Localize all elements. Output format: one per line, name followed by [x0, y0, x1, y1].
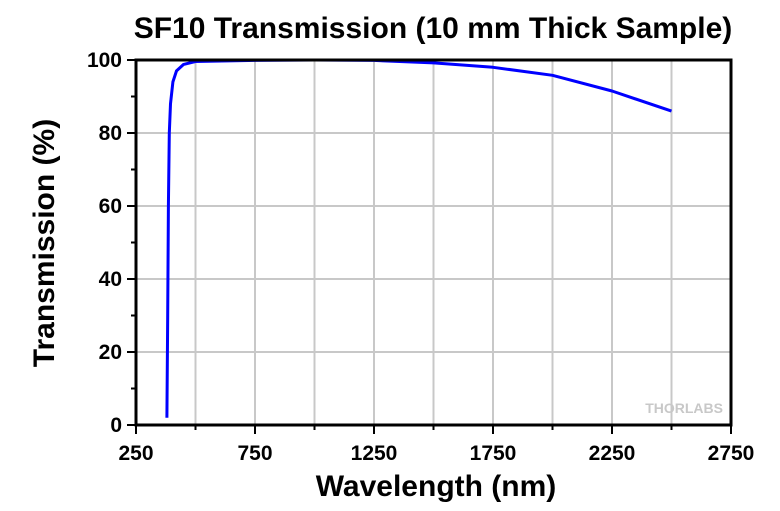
- plot-frame: [134, 58, 733, 427]
- x-tick-label: 1750: [470, 442, 517, 465]
- y-tick-label: 40: [99, 268, 122, 291]
- y-tick-label: 100: [87, 49, 122, 72]
- x-tick-label: 250: [118, 442, 153, 465]
- series-line-sf10: [165, 58, 672, 418]
- x-tick-label: 2750: [708, 442, 755, 465]
- x-tick-label: 2250: [589, 442, 636, 465]
- x-axis-label: Wavelength (nm): [316, 470, 557, 503]
- y-tick-label: 20: [99, 341, 122, 364]
- y-tick-label: 0: [110, 414, 122, 437]
- x-tick-label: 1250: [351, 442, 398, 465]
- watermark-logo: THORLABS: [645, 400, 723, 416]
- chart-title: SF10 Transmission (10 mm Thick Sample): [134, 12, 733, 45]
- y-tick-label: 60: [99, 195, 122, 218]
- x-tick-label: 750: [237, 442, 272, 465]
- y-tick-label: 80: [99, 122, 122, 145]
- y-axis-label: Transmission (%): [28, 119, 61, 367]
